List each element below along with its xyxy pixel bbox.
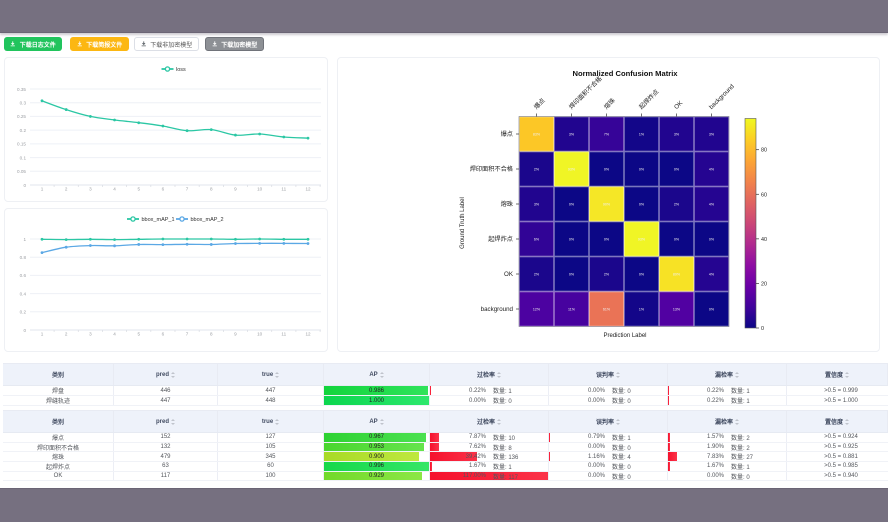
svg-text:0%: 0%	[569, 238, 575, 242]
svg-text:6: 6	[162, 331, 165, 336]
svg-text:Ground Truth Label: Ground Truth Label	[460, 197, 466, 249]
svg-text:0%: 0%	[569, 273, 575, 277]
svg-text:7%: 7%	[604, 133, 610, 137]
svg-text:1: 1	[23, 237, 26, 242]
svg-text:焊印面积不合格: 焊印面积不合格	[567, 74, 604, 111]
svg-text:OK: OK	[504, 271, 514, 278]
svg-text:7: 7	[186, 331, 189, 336]
svg-text:起焊炸点: 起焊炸点	[488, 235, 513, 243]
svg-text:89%: 89%	[673, 273, 681, 277]
svg-text:7: 7	[186, 186, 189, 191]
svg-text:13%: 13%	[673, 308, 681, 312]
svg-text:6%: 6%	[534, 238, 540, 242]
svg-text:93%: 93%	[568, 168, 576, 172]
svg-text:3%: 3%	[569, 133, 575, 137]
svg-text:5: 5	[137, 186, 140, 191]
svg-text:11: 11	[281, 331, 286, 336]
svg-text:0%: 0%	[604, 168, 610, 172]
svg-text:11%: 11%	[568, 308, 576, 312]
svg-text:20: 20	[761, 281, 767, 287]
svg-text:0: 0	[761, 326, 764, 332]
svg-text:9: 9	[234, 331, 237, 336]
svg-text:0%: 0%	[639, 203, 645, 207]
svg-text:0%: 0%	[709, 308, 715, 312]
svg-text:0%: 0%	[674, 238, 680, 242]
svg-text:4: 4	[113, 331, 116, 336]
svg-text:3%: 3%	[534, 203, 540, 207]
svg-text:1%: 1%	[639, 308, 645, 312]
svg-text:9: 9	[234, 186, 237, 191]
svg-text:0.6: 0.6	[20, 273, 27, 278]
svg-text:0.2: 0.2	[20, 128, 27, 133]
svg-text:Normalized Confusion Matrix: Normalized Confusion Matrix	[572, 69, 678, 78]
svg-text:0%: 0%	[639, 273, 645, 277]
svg-text:83%: 83%	[533, 133, 541, 137]
svg-text:4: 4	[113, 186, 116, 191]
svg-text:loss: loss	[176, 67, 186, 73]
svg-text:爆点: 爆点	[532, 97, 546, 111]
svg-text:bbox_mAP_1: bbox_mAP_1	[142, 217, 175, 223]
svg-text:0.8: 0.8	[20, 255, 27, 260]
svg-text:0: 0	[23, 328, 26, 333]
svg-text:0.05: 0.05	[17, 169, 26, 174]
svg-text:1: 1	[41, 331, 44, 336]
svg-text:焊印面积不合格: 焊印面积不合格	[470, 165, 514, 173]
svg-text:0%: 0%	[709, 238, 715, 242]
svg-text:0%: 0%	[569, 203, 575, 207]
svg-text:12: 12	[305, 186, 311, 191]
svg-text:61%: 61%	[603, 308, 611, 312]
svg-text:0.3: 0.3	[20, 101, 27, 106]
svg-text:0.35: 0.35	[17, 87, 26, 92]
svg-text:40: 40	[761, 237, 767, 243]
svg-text:8: 8	[210, 331, 213, 336]
svg-text:0%: 0%	[639, 168, 645, 172]
svg-text:60: 60	[761, 192, 767, 198]
svg-text:0.1: 0.1	[20, 155, 27, 160]
svg-text:80: 80	[761, 148, 767, 154]
svg-text:0%: 0%	[604, 238, 610, 242]
svg-text:3: 3	[89, 186, 92, 191]
svg-text:0: 0	[23, 183, 26, 188]
svg-text:2: 2	[65, 186, 68, 191]
svg-text:12: 12	[305, 331, 311, 336]
svg-text:2: 2	[65, 331, 68, 336]
svg-text:4%: 4%	[709, 203, 715, 207]
svg-text:0.15: 0.15	[17, 142, 26, 147]
svg-text:起焊炸点: 起焊炸点	[637, 88, 660, 111]
svg-text:0.4: 0.4	[20, 291, 27, 296]
svg-text:bbox_mAP_2: bbox_mAP_2	[191, 217, 224, 223]
svg-text:4%: 4%	[709, 273, 715, 277]
svg-text:background: background	[481, 306, 514, 313]
svg-text:0.2: 0.2	[20, 310, 27, 315]
svg-text:爆点: 爆点	[501, 130, 513, 138]
svg-text:10: 10	[257, 331, 263, 336]
svg-text:2%: 2%	[534, 273, 540, 277]
svg-text:熔珠: 熔珠	[602, 96, 617, 111]
svg-text:OK: OK	[673, 99, 685, 111]
svg-text:0.25: 0.25	[17, 114, 26, 119]
svg-text:5: 5	[137, 331, 140, 336]
svg-text:6: 6	[162, 186, 165, 191]
svg-text:12%: 12%	[533, 308, 541, 312]
svg-text:2%: 2%	[534, 168, 540, 172]
svg-text:2%: 2%	[604, 273, 610, 277]
svg-text:2%: 2%	[674, 203, 680, 207]
svg-text:90%: 90%	[603, 203, 611, 207]
svg-text:1: 1	[41, 186, 44, 191]
svg-text:3%: 3%	[674, 133, 680, 137]
svg-text:3: 3	[89, 331, 92, 336]
svg-text:93%: 93%	[638, 238, 646, 242]
svg-text:Prediction Label: Prediction Label	[603, 333, 646, 339]
svg-text:3%: 3%	[709, 133, 715, 137]
svg-text:1%: 1%	[639, 133, 645, 137]
svg-text:background: background	[708, 83, 736, 111]
svg-text:8: 8	[210, 186, 213, 191]
svg-text:熔珠: 熔珠	[501, 200, 514, 208]
svg-text:11: 11	[281, 186, 286, 191]
svg-text:4%: 4%	[709, 168, 715, 172]
svg-text:10: 10	[257, 186, 263, 191]
svg-text:0%: 0%	[674, 168, 680, 172]
